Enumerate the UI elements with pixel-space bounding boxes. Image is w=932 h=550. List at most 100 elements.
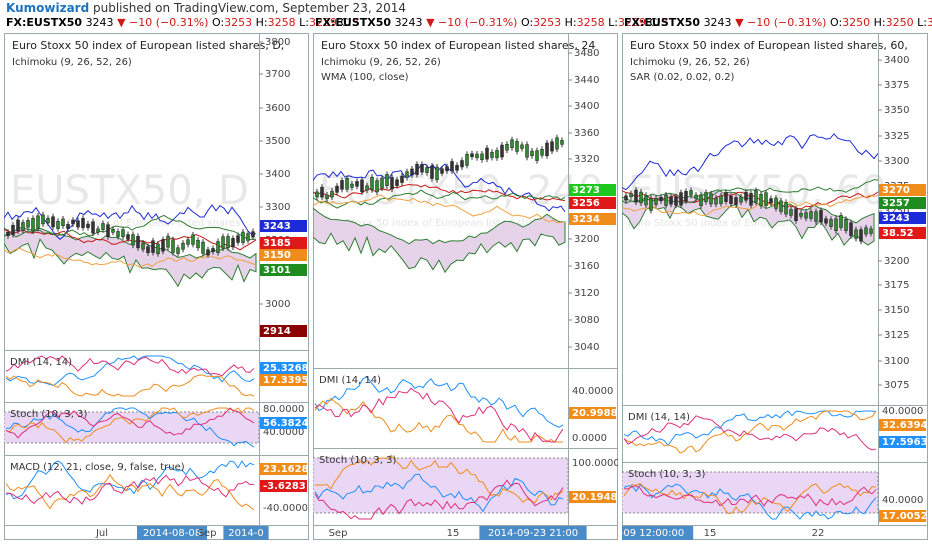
- watermark-sub: Euro Stoxx 50 index of European listed s…: [319, 218, 549, 229]
- chart-title: Euro Stoxx 50 index of European listed s…: [630, 39, 908, 52]
- candle: [355, 181, 359, 187]
- symbol: FX:EUSTX50: [315, 16, 392, 29]
- pane-tag-bg: [260, 417, 307, 429]
- candle: [221, 236, 225, 249]
- candle: [480, 153, 484, 160]
- price-change: ▼ −10 (−0.31%): [426, 16, 518, 29]
- candle: [420, 164, 424, 173]
- candle: [674, 196, 678, 206]
- price-tag: 3270: [882, 185, 910, 196]
- price-axis-label: 3250: [884, 206, 909, 217]
- candle: [435, 166, 439, 181]
- price-axis-label: 3125: [884, 330, 909, 341]
- indicator-line: [622, 194, 879, 216]
- candle: [76, 220, 80, 228]
- candle: [71, 219, 75, 225]
- candle: [365, 185, 369, 191]
- candle: [744, 192, 748, 201]
- candle: [106, 224, 110, 238]
- candle: [560, 140, 564, 145]
- ohlc-key: O:: [520, 16, 534, 29]
- candle: [171, 239, 175, 253]
- candle: [809, 211, 813, 219]
- pane-tag: 32.6394: [882, 420, 928, 431]
- price-tag-bg: [879, 197, 926, 209]
- ohlc-key: L:: [608, 16, 618, 29]
- price-axis-label: 3360: [574, 128, 599, 139]
- candle: [111, 228, 115, 233]
- symbol-header: FX:EUSTX50 3243 ▼ −10 (−0.31%) O:3250 H:…: [624, 16, 932, 29]
- price-axis-label: 3040: [574, 342, 599, 353]
- candle: [21, 222, 25, 231]
- candle: [385, 174, 389, 186]
- price-tag-bg: [260, 237, 307, 249]
- candle: [201, 241, 205, 254]
- stoch-band: [622, 471, 879, 514]
- candle: [859, 229, 863, 242]
- indicator-line: [4, 204, 257, 240]
- pane-axis-label: 40.0000: [882, 495, 923, 506]
- symbol-header: FX:EUSTX50 3243 ▼ −10 (−0.31%) O:3253 H:…: [6, 16, 359, 29]
- time-label: 2014-09-23 21:00: [488, 528, 578, 539]
- candle: [649, 197, 653, 211]
- indicator-line: [4, 247, 257, 268]
- price-tag: 38.52: [882, 228, 914, 239]
- ohlc-value: 3250: [842, 16, 871, 29]
- ohlc-key: C:: [649, 16, 661, 29]
- pane-tag: 20.9988: [572, 408, 618, 419]
- publish-line: Kumowizard published on TradingView.com,…: [6, 1, 406, 15]
- price-tag: 3243: [263, 221, 291, 232]
- candle: [31, 218, 35, 232]
- candle: [91, 221, 95, 234]
- candle: [470, 153, 474, 158]
- price-tag-bg: [260, 325, 307, 337]
- candle: [824, 218, 828, 224]
- time-label: 2014-08-08: [143, 528, 201, 539]
- price-axis-label: 3350: [884, 105, 909, 116]
- time-label: Sep: [329, 528, 348, 539]
- candle: [231, 238, 235, 248]
- pane-axis-label: 40.0000: [572, 386, 613, 397]
- candle: [694, 194, 698, 199]
- candle: [629, 193, 633, 198]
- ohlc-value: 3253: [224, 16, 253, 29]
- candle: [136, 236, 140, 249]
- pane-line: [5, 460, 255, 500]
- ohlc-value: 3239: [617, 16, 646, 29]
- pane-tag: 25.3268: [263, 363, 309, 374]
- candle: [719, 195, 723, 204]
- price-tag-bg: [569, 197, 616, 209]
- pane-line: [5, 473, 255, 511]
- candle: [395, 179, 399, 186]
- candle: [535, 150, 539, 161]
- candle: [774, 197, 778, 209]
- candle: [196, 239, 200, 249]
- candle: [729, 196, 733, 204]
- candle: [445, 166, 449, 172]
- time-highlight: [479, 526, 587, 540]
- chart-title: Euro Stoxx 50 index of European listed s…: [12, 39, 284, 52]
- last-price: 3243: [85, 16, 114, 29]
- candle: [669, 196, 673, 205]
- pane-line: [623, 410, 877, 454]
- candle: [734, 197, 738, 205]
- pane-tag-bg: [260, 374, 307, 386]
- candle: [550, 141, 554, 152]
- chart-panel[interactable]: EUSTX50, D Euro Stoxx 50 index of Europea…: [4, 33, 309, 540]
- pane-line: [314, 473, 564, 513]
- indicator-label: Ichimoku (9, 26, 52, 26): [630, 57, 750, 68]
- panel-frame: [622, 33, 928, 540]
- pane-line: [5, 474, 255, 505]
- pane-label: Stoch (10, 3, 3): [10, 409, 87, 420]
- last-price: 3243: [703, 16, 732, 29]
- price-tag-bg: [879, 227, 926, 239]
- candle: [26, 220, 30, 228]
- price-tag-bg: [260, 220, 307, 232]
- pane-line: [623, 410, 877, 447]
- candle: [699, 194, 703, 206]
- candle: [11, 225, 15, 235]
- author[interactable]: Kumowizard: [6, 1, 90, 15]
